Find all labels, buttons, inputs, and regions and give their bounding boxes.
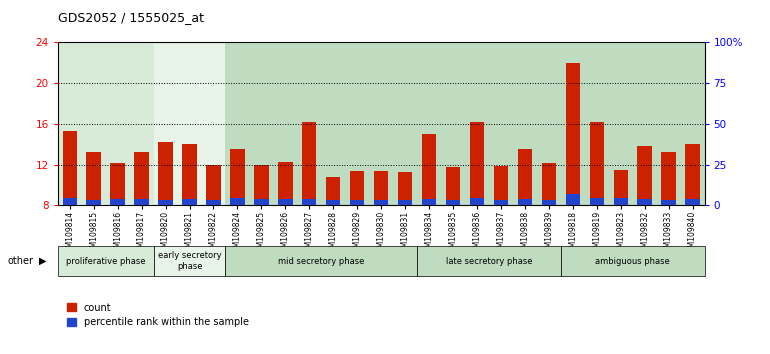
Bar	[135, 199, 149, 205]
Bar	[110, 199, 125, 205]
Bar	[422, 134, 437, 205]
Text: ▶: ▶	[38, 256, 46, 266]
Bar	[614, 198, 628, 205]
Bar	[470, 198, 484, 205]
Bar	[182, 144, 196, 205]
Text: other: other	[8, 256, 34, 266]
Bar	[350, 200, 364, 205]
Bar	[590, 122, 604, 205]
Bar	[494, 166, 508, 205]
Bar	[398, 200, 412, 205]
Bar	[590, 198, 604, 205]
Bar	[446, 200, 460, 205]
Bar	[638, 199, 652, 205]
Bar	[278, 161, 293, 205]
Bar	[86, 200, 101, 205]
Bar	[517, 149, 532, 205]
Bar	[302, 122, 316, 205]
Bar	[374, 200, 388, 205]
Bar	[62, 198, 77, 205]
Bar	[566, 194, 580, 205]
Bar	[159, 142, 172, 205]
Text: early secretory
phase: early secretory phase	[158, 251, 221, 271]
Bar	[374, 171, 388, 205]
Bar	[206, 200, 221, 205]
Bar	[422, 199, 437, 205]
Bar	[470, 122, 484, 205]
Bar	[278, 199, 293, 205]
Legend: count, percentile rank within the sample: count, percentile rank within the sample	[62, 299, 253, 331]
Bar	[494, 200, 508, 205]
Bar	[62, 131, 77, 205]
Bar	[153, 246, 226, 276]
Bar	[685, 199, 700, 205]
Bar	[226, 246, 417, 276]
Bar	[230, 198, 245, 205]
Bar	[58, 246, 153, 276]
Bar	[638, 146, 652, 205]
Bar	[110, 162, 125, 205]
Bar	[561, 246, 705, 276]
Bar	[417, 246, 561, 276]
Bar	[446, 167, 460, 205]
Bar	[661, 200, 676, 205]
Bar	[159, 200, 172, 205]
Bar	[398, 172, 412, 205]
Text: late secretory phase: late secretory phase	[446, 257, 532, 266]
Bar	[417, 42, 561, 205]
Bar	[230, 149, 245, 205]
Bar	[135, 152, 149, 205]
Bar	[326, 177, 340, 205]
Text: GDS2052 / 1555025_at: GDS2052 / 1555025_at	[58, 11, 204, 24]
Bar	[350, 171, 364, 205]
Bar	[661, 152, 676, 205]
Bar	[614, 170, 628, 205]
Bar	[182, 199, 196, 205]
Bar	[206, 165, 221, 205]
Bar	[685, 144, 700, 205]
Bar	[254, 199, 269, 205]
Bar	[226, 42, 417, 205]
Text: ambiguous phase: ambiguous phase	[595, 257, 670, 266]
Bar	[86, 152, 101, 205]
Bar	[302, 199, 316, 205]
Bar	[153, 42, 226, 205]
Bar	[561, 42, 705, 205]
Bar	[58, 42, 153, 205]
Bar	[541, 162, 556, 205]
Text: proliferative phase: proliferative phase	[66, 257, 146, 266]
Text: mid secretory phase: mid secretory phase	[278, 257, 364, 266]
Bar	[254, 165, 269, 205]
Bar	[517, 199, 532, 205]
Bar	[326, 200, 340, 205]
Bar	[566, 63, 580, 205]
Bar	[541, 200, 556, 205]
